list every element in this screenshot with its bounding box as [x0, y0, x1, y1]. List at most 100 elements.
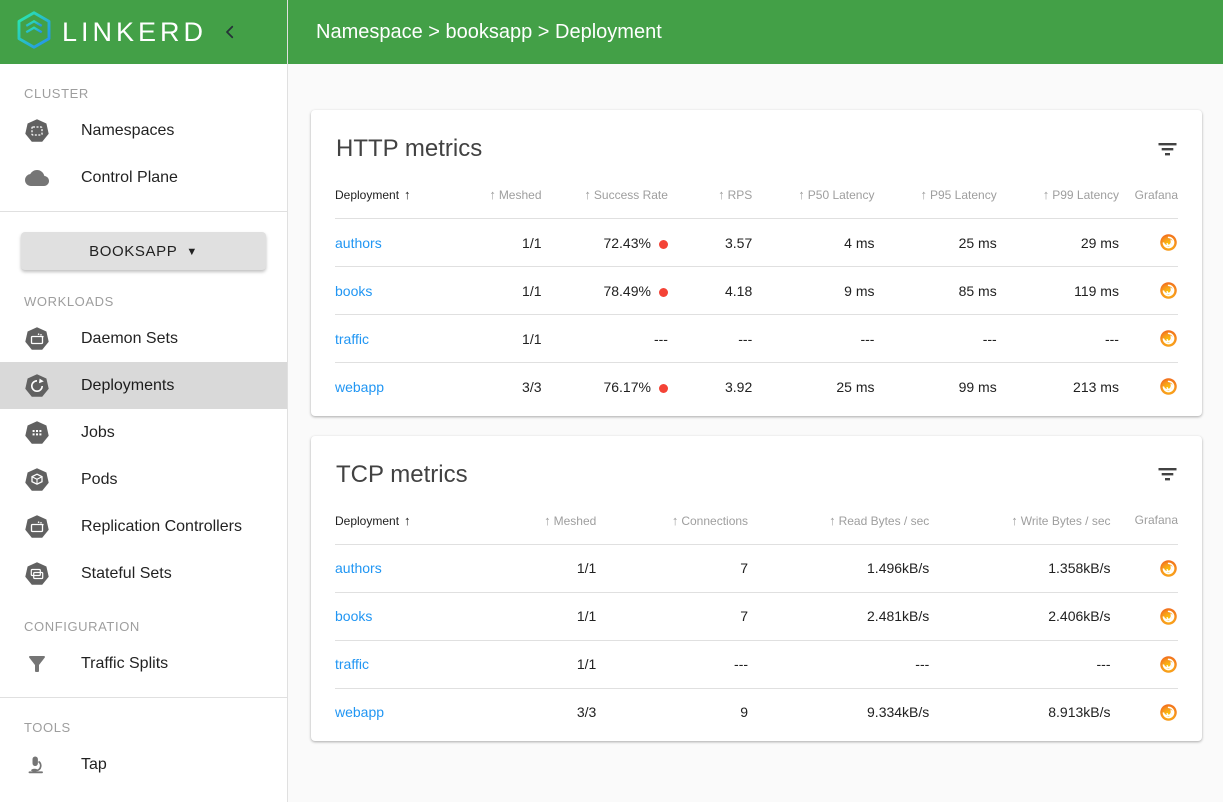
tcp-metrics-table: Deployment ↑ ↑ Meshed ↑ Connections ↑ Read B… — [335, 497, 1178, 736]
tcp-metrics-title: TCP metrics — [336, 460, 468, 488]
status-dot-icon — [658, 383, 668, 393]
linkerd-logo-icon — [14, 10, 54, 55]
column-header-deployment[interactable]: Deployment ↑ — [335, 512, 411, 528]
cell-rps: 3.92 — [667, 362, 753, 411]
cell-deployment: authors — [335, 543, 470, 592]
column-header-p95-latency[interactable]: ↑ P95 Latency — [920, 187, 997, 202]
sort-arrow-icon: ↑ — [404, 512, 411, 528]
grafana-link-icon[interactable] — [1118, 362, 1178, 411]
sidebar-item-traffic-splits[interactable]: Traffic Splits — [0, 640, 287, 687]
sidebar-item-namespaces[interactable]: Namespaces — [0, 107, 287, 154]
column-header-deployment[interactable]: Deployment ↑ — [335, 187, 411, 202]
deployment-link[interactable]: authors — [335, 234, 382, 251]
column-header-success-rate[interactable]: ↑ Success Rate — [584, 187, 668, 202]
cell-rps: 4.18 — [667, 266, 753, 315]
sidebar-item-label: Namespaces — [81, 121, 175, 139]
cell-rps: --- — [667, 314, 753, 363]
cell-p50: --- — [752, 314, 875, 363]
column-header-meshed[interactable]: ↑ Meshed — [489, 187, 542, 202]
status-dot-icon — [658, 287, 668, 297]
cell-p99: 29 ms — [996, 218, 1119, 267]
sidebar-item-label: Pods — [81, 470, 118, 488]
deployment-link[interactable]: authors — [335, 560, 382, 576]
funnel-icon — [25, 652, 49, 676]
column-header-grafana: Grafana — [1134, 187, 1178, 202]
deployment-link[interactable]: books — [335, 608, 373, 624]
sidebar-item-pods[interactable]: Pods — [0, 456, 287, 503]
cell-read-bytes: 1.496kB/s — [748, 543, 930, 592]
deployment-link[interactable]: webapp — [335, 704, 385, 721]
sort-arrow-icon: ↑ — [404, 187, 411, 202]
table-row: books 1/1 7 2.481kB/s 2.406kB/s — [335, 591, 1178, 640]
sidebar: LINKERD CLUSTER Namespaces Control Plane — [0, 0, 288, 802]
sidebar-item-stateful-sets[interactable]: Stateful Sets — [0, 550, 287, 597]
daemon-sets-icon — [25, 327, 49, 351]
grafana-link-icon[interactable] — [1110, 591, 1178, 640]
cell-deployment: books — [335, 591, 470, 640]
sidebar-item-tap[interactable]: Tap — [0, 741, 287, 788]
cell-deployment: traffic — [335, 314, 445, 363]
deployment-link[interactable]: traffic — [335, 656, 369, 672]
content: HTTP metrics Deployment ↑ — [288, 64, 1223, 761]
table-row: webapp 3/3 9 9.334kB/s 8.913kB/s — [335, 687, 1178, 736]
column-header-write-bytes[interactable]: ↑ Write Bytes / sec — [1011, 512, 1111, 528]
grafana-link-icon[interactable] — [1118, 266, 1178, 315]
sort-arrow-icon: ↑ — [489, 187, 496, 202]
filter-list-icon[interactable] — [1158, 468, 1177, 481]
sidebar-item-deployments[interactable]: Deployments — [0, 362, 287, 409]
cell-meshed: 1/1 — [444, 266, 542, 315]
cell-connections: 7 — [596, 543, 749, 592]
grafana-link-icon[interactable] — [1110, 543, 1178, 592]
sidebar-item-label: Jobs — [81, 423, 115, 441]
cell-meshed: 1/1 — [444, 314, 542, 363]
cell-success-rate: 78.49% — [541, 266, 668, 315]
deployment-link[interactable]: webapp — [335, 378, 385, 395]
cell-write-bytes: --- — [929, 639, 1111, 688]
table-row: books 1/1 78.49% 4.18 9 ms 85 ms 119 ms — [335, 266, 1178, 315]
column-header-read-bytes[interactable]: ↑ Read Bytes / sec — [829, 512, 930, 528]
sidebar-item-label: Deployments — [81, 376, 175, 394]
column-header-connections[interactable]: ↑ Connections — [671, 512, 749, 528]
sidebar-item-daemon-sets[interactable]: Daemon Sets — [0, 315, 287, 362]
sidebar-item-replication-controllers[interactable]: Replication Controllers — [0, 503, 287, 550]
grafana-link-icon[interactable] — [1110, 687, 1178, 736]
sidebar-item-jobs[interactable]: Jobs — [0, 409, 287, 456]
cell-read-bytes: 9.334kB/s — [748, 687, 930, 736]
grafana-link-icon[interactable] — [1118, 218, 1178, 267]
filter-list-icon[interactable] — [1158, 142, 1177, 156]
namespace-selector-label: BOOKSAPP — [89, 242, 178, 260]
http-metrics-table: Deployment ↑ ↑ Meshed ↑ Success Rate ↑ RPS ↑… — [335, 171, 1178, 411]
table-row: traffic 1/1 --- --- --- — [335, 639, 1178, 688]
cell-p95: 85 ms — [874, 266, 997, 315]
linkerd-logo[interactable]: LINKERD — [14, 10, 207, 55]
cell-connections: --- — [596, 639, 749, 688]
deployment-link[interactable]: traffic — [335, 330, 369, 347]
cell-meshed: 3/3 — [469, 687, 597, 736]
cell-p99: 213 ms — [996, 362, 1119, 411]
column-header-rps[interactable]: ↑ RPS — [718, 187, 753, 202]
cell-success-rate: 76.17% — [541, 362, 668, 411]
main-area: Namespace > booksapp > Deployment HTTP m… — [288, 0, 1223, 802]
caret-down-icon: ▼ — [186, 245, 198, 258]
namespace-selector-button[interactable]: BOOKSAPP ▼ — [21, 232, 266, 270]
replication-controllers-icon — [25, 515, 49, 539]
cell-p95: 25 ms — [874, 218, 997, 267]
linkerd-logo-text: LINKERD — [62, 16, 208, 47]
sidebar-collapse-button[interactable] — [221, 23, 239, 46]
column-header-p50-latency[interactable]: ↑ P50 Latency — [798, 187, 875, 202]
namespaces-icon — [25, 119, 49, 143]
cell-connections: 7 — [596, 591, 749, 640]
deployments-icon — [25, 374, 49, 398]
column-header-p99-latency[interactable]: ↑ P99 Latency — [1042, 187, 1119, 202]
sort-arrow-icon: ↑ — [920, 187, 928, 202]
sidebar-divider — [0, 211, 287, 212]
column-header-meshed[interactable]: ↑ Meshed — [544, 512, 597, 528]
sort-arrow-icon: ↑ — [829, 512, 836, 528]
sidebar-item-control-plane[interactable]: Control Plane — [0, 154, 287, 201]
http-metrics-title: HTTP metrics — [336, 135, 483, 162]
grafana-link-icon[interactable] — [1110, 639, 1178, 688]
deployment-link[interactable]: books — [335, 282, 373, 299]
grafana-link-icon[interactable] — [1118, 314, 1178, 363]
table-row: traffic 1/1 --- --- --- --- --- — [335, 314, 1178, 363]
sort-arrow-icon: ↑ — [671, 512, 679, 528]
